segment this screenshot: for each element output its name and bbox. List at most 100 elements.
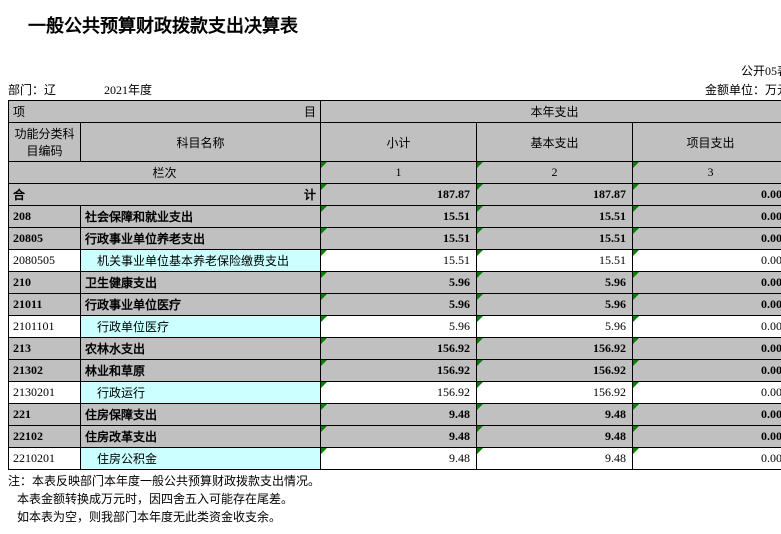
- value-cell: 0.00: [632, 206, 781, 228]
- code-cell: 2080505: [9, 250, 81, 272]
- budget-table: 项 目 本年支出 功能分类科目编码 科目名称 小计 基本支出 项目支出 栏次 1…: [8, 100, 781, 470]
- header-code: 功能分类科目编码: [9, 123, 81, 162]
- lanci-label: 栏次: [9, 162, 321, 184]
- name-cell: 住房公积金: [80, 448, 320, 470]
- value-cell: 0.00: [632, 382, 781, 404]
- value-cell: 5.96: [476, 316, 632, 338]
- code-cell: 21302: [9, 360, 81, 382]
- name-cell: 机关事业单位基本养老保险缴费支出: [80, 250, 320, 272]
- name-cell: 卫生健康支出: [80, 272, 320, 294]
- value-cell: 0.00: [632, 250, 781, 272]
- value-cell: 0.00: [632, 338, 781, 360]
- total-project: 0.00: [632, 184, 781, 206]
- name-cell: 住房保障支出: [80, 404, 320, 426]
- table-row: 2080505机关事业单位基本养老保险缴费支出15.5115.510.00: [9, 250, 781, 272]
- total-subtotal: 187.87: [320, 184, 476, 206]
- code-cell: 213: [9, 338, 81, 360]
- code-cell: 221: [9, 404, 81, 426]
- lanci-2: 2: [476, 162, 632, 184]
- header-name: 科目名称: [80, 123, 320, 162]
- code-cell: 2101101: [9, 316, 81, 338]
- amount-unit: 金额单位：万元: [705, 81, 781, 98]
- value-cell: 0.00: [632, 360, 781, 382]
- value-cell: 15.51: [320, 228, 476, 250]
- value-cell: 9.48: [320, 404, 476, 426]
- table-row: 2210201住房公积金9.489.480.00: [9, 448, 781, 470]
- dept-label: 部门：辽: [8, 83, 56, 97]
- name-cell: 行政事业单位医疗: [80, 294, 320, 316]
- table-row: 2101101行政单位医疗5.965.960.00: [9, 316, 781, 338]
- value-cell: 15.51: [320, 250, 476, 272]
- value-cell: 9.48: [320, 448, 476, 470]
- name-cell: 行政运行: [80, 382, 320, 404]
- value-cell: 0.00: [632, 294, 781, 316]
- name-cell: 行政事业单位养老支出: [80, 228, 320, 250]
- value-cell: 15.51: [476, 206, 632, 228]
- value-cell: 0.00: [632, 316, 781, 338]
- table-row: 221住房保障支出9.489.480.00: [9, 404, 781, 426]
- value-cell: 156.92: [476, 338, 632, 360]
- code-cell: 2130201: [9, 382, 81, 404]
- code-cell: 2210201: [9, 448, 81, 470]
- lanci-3: 3: [632, 162, 781, 184]
- value-cell: 5.96: [320, 272, 476, 294]
- meta-row-1: 公开05表: [8, 62, 781, 79]
- value-cell: 0.00: [632, 228, 781, 250]
- value-cell: 156.92: [320, 338, 476, 360]
- value-cell: 156.92: [476, 360, 632, 382]
- header-row-1: 项 目 本年支出: [9, 101, 781, 123]
- value-cell: 9.48: [476, 404, 632, 426]
- header-subtotal: 小计: [320, 123, 476, 162]
- value-cell: 156.92: [320, 360, 476, 382]
- value-cell: 15.51: [476, 250, 632, 272]
- form-number: 公开05表: [741, 62, 781, 79]
- value-cell: 5.96: [320, 294, 476, 316]
- footnotes: 注：本表反映部门本年度一般公共预算财政拨款支出情况。 本表金额转换成万元时，因四…: [8, 472, 781, 526]
- note-line-3: 如本表为空，则我部门本年度无此类资金收支余。: [17, 510, 281, 524]
- name-cell: 行政单位医疗: [80, 316, 320, 338]
- year-label: 2021年度: [104, 83, 152, 97]
- value-cell: 0.00: [632, 448, 781, 470]
- code-cell: 22102: [9, 426, 81, 448]
- total-row: 合 计 187.87 187.87 0.00: [9, 184, 781, 206]
- value-cell: 9.48: [476, 448, 632, 470]
- meta-row-2: 部门：辽 2021年度 金额单位：万元: [8, 81, 781, 98]
- name-cell: 社会保障和就业支出: [80, 206, 320, 228]
- page-title: 一般公共预算财政拨款支出决算表: [28, 12, 781, 38]
- code-cell: 20805: [9, 228, 81, 250]
- value-cell: 0.00: [632, 426, 781, 448]
- header-project: 项 目: [9, 101, 321, 123]
- value-cell: 9.48: [476, 426, 632, 448]
- value-cell: 156.92: [320, 382, 476, 404]
- value-cell: 0.00: [632, 404, 781, 426]
- total-basic: 187.87: [476, 184, 632, 206]
- name-cell: 住房改革支出: [80, 426, 320, 448]
- note-line-2: 本表金额转换成万元时，因四舍五入可能存在尾差。: [17, 492, 293, 506]
- name-cell: 林业和草原: [80, 360, 320, 382]
- value-cell: 156.92: [476, 382, 632, 404]
- name-cell: 农林水支出: [80, 338, 320, 360]
- table-row: 21302林业和草原156.92156.920.00: [9, 360, 781, 382]
- table-row: 20805行政事业单位养老支出15.5115.510.00: [9, 228, 781, 250]
- table-row: 208社会保障和就业支出15.5115.510.00: [9, 206, 781, 228]
- table-row: 210卫生健康支出5.965.960.00: [9, 272, 781, 294]
- value-cell: 0.00: [632, 272, 781, 294]
- value-cell: 5.96: [476, 294, 632, 316]
- header-project2: 项目支出: [632, 123, 781, 162]
- lanci-row: 栏次 1 2 3: [9, 162, 781, 184]
- note-prefix: 注：: [8, 474, 32, 488]
- header-row-2: 功能分类科目编码 科目名称 小计 基本支出 项目支出: [9, 123, 781, 162]
- value-cell: 15.51: [320, 206, 476, 228]
- code-cell: 21011: [9, 294, 81, 316]
- header-spend-group: 本年支出: [320, 101, 781, 123]
- table-row: 213农林水支出156.92156.920.00: [9, 338, 781, 360]
- lanci-1: 1: [320, 162, 476, 184]
- code-cell: 208: [9, 206, 81, 228]
- value-cell: 15.51: [476, 228, 632, 250]
- table-row: 22102住房改革支出9.489.480.00: [9, 426, 781, 448]
- value-cell: 5.96: [476, 272, 632, 294]
- total-label: 合 计: [9, 184, 321, 206]
- value-cell: 5.96: [320, 316, 476, 338]
- note-line-1: 本表反映部门本年度一般公共预算财政拨款支出情况。: [32, 474, 320, 488]
- header-basic: 基本支出: [476, 123, 632, 162]
